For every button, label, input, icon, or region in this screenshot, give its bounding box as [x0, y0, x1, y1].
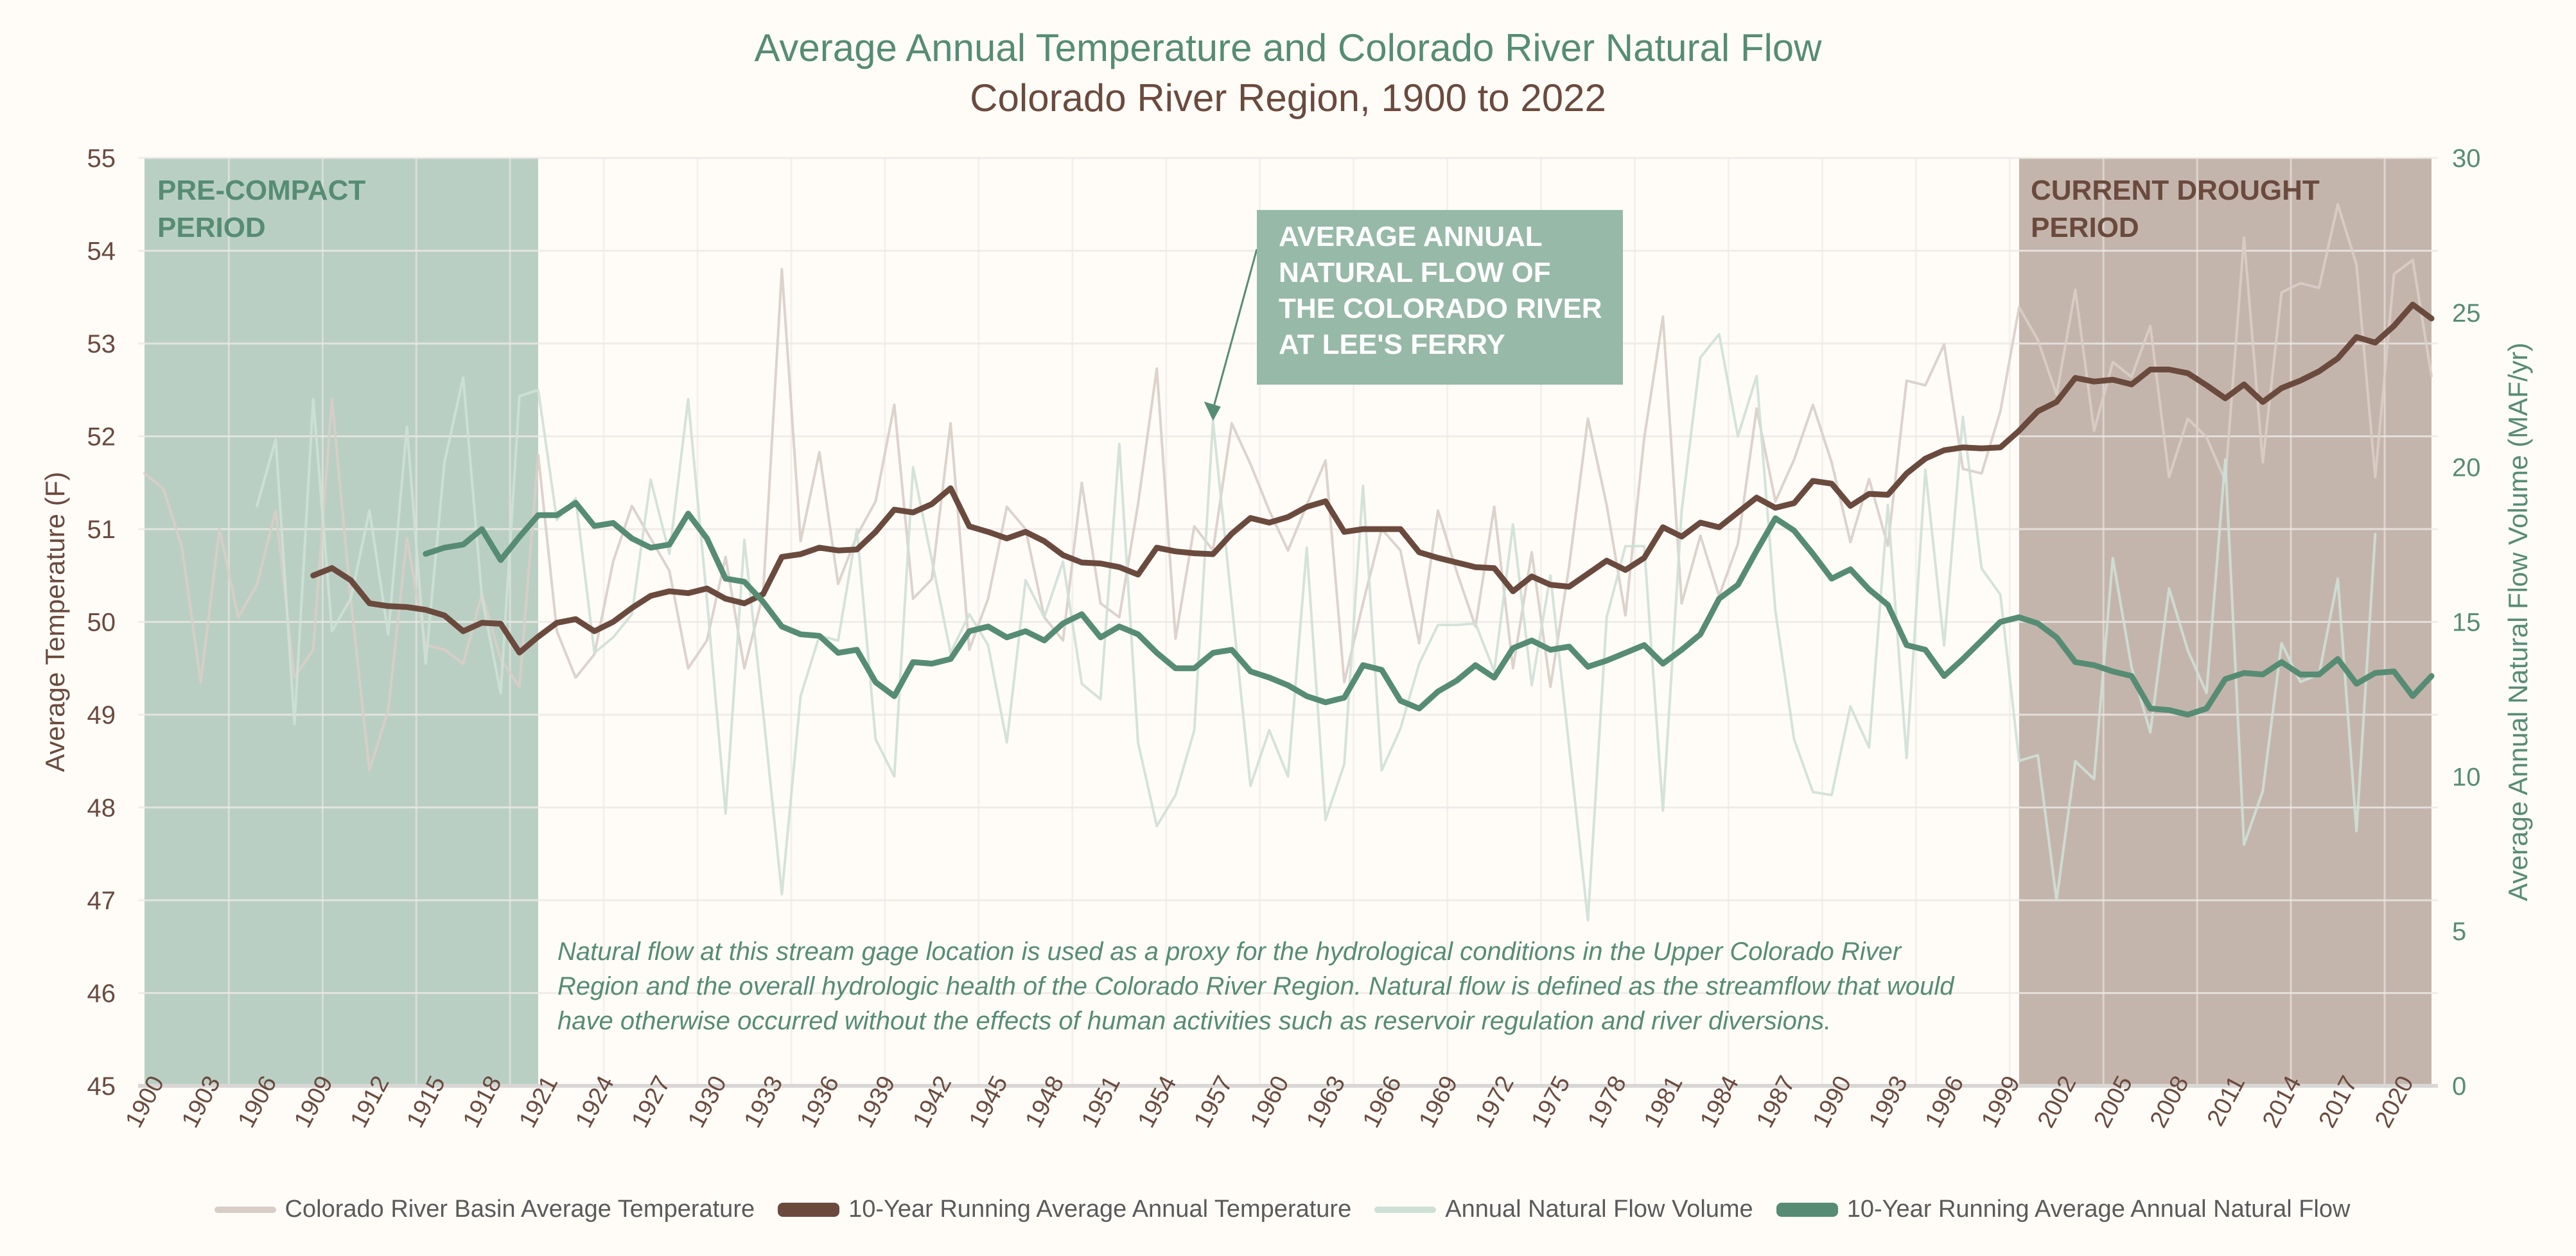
pre-compact-label-line: PERIOD	[157, 212, 266, 243]
y-tick-label-right: 0	[2452, 1072, 2466, 1101]
legend: Colorado River Basin Average Temperature…	[0, 1196, 2576, 1223]
y-tick-label-left: 48	[87, 794, 116, 823]
legend-label: 10-Year Running Average Annual Natural F…	[1846, 1196, 2351, 1223]
y-tick-label-right: 25	[2452, 299, 2481, 327]
legend-swatch	[214, 1206, 276, 1213]
callout-line: THE COLORADO RIVER	[1279, 293, 1602, 324]
chart-title: Average Annual Temperature and Colorado …	[754, 26, 1822, 69]
legend-swatch	[1374, 1206, 1437, 1213]
x-tick-label: 1972	[1470, 1072, 1520, 1132]
y-tick-label-left: 45	[87, 1072, 116, 1101]
y-tick-label-right: 20	[2452, 454, 2481, 482]
x-tick-label: 1987	[1751, 1072, 1801, 1132]
x-tick-label: 1996	[1920, 1072, 1970, 1132]
x-tick-label: 1984	[1695, 1072, 1744, 1132]
legend-swatch	[778, 1202, 840, 1217]
y-tick-label-right: 10	[2452, 763, 2481, 791]
legend-item-temperature-10yr[interactable]: 10-Year Running Average Annual Temperatu…	[778, 1196, 1351, 1223]
current-drought-period-label: CURRENT DROUGHT PERIOD	[2031, 172, 2320, 247]
y-tick-label-left: 51	[87, 516, 116, 544]
x-tick-label: 1963	[1301, 1072, 1351, 1132]
flow-line	[256, 333, 2377, 922]
pre-compact-label-line: PRE-COMPACT	[157, 175, 366, 206]
y-tick-label-right: 5	[2452, 918, 2466, 946]
legend-label: Annual Natural Flow Volume	[1445, 1196, 1753, 1223]
y-tick-label-right: 30	[2452, 144, 2481, 173]
x-tick-label: 1942	[907, 1072, 957, 1132]
x-tick-label: 1900	[121, 1072, 170, 1132]
legend-item-temperature[interactable]: Colorado River Basin Average Temperature	[214, 1196, 755, 1223]
x-tick-label: 1960	[1245, 1072, 1295, 1132]
lees-ferry-callout: AVERAGE ANNUAL NATURAL FLOW OF THE COLOR…	[1257, 210, 1623, 385]
x-tick-label: 1981	[1639, 1072, 1688, 1132]
y-tick-label-right: 15	[2452, 609, 2481, 637]
y-tick-label-left: 54	[87, 238, 116, 266]
y-axis-title-right: Average Annual Natural Flow Volume (MAF/…	[2503, 343, 2533, 902]
x-tick-label: 1930	[683, 1072, 732, 1132]
legend-label: Colorado River Basin Average Temperature	[285, 1196, 755, 1223]
x-tick-label: 1948	[1021, 1072, 1070, 1132]
y-axis-title-left: Average Temperature (F)	[40, 472, 70, 772]
x-tick-label: 1978	[1582, 1072, 1632, 1132]
x-tick-label: 1939	[852, 1072, 901, 1132]
x-tick-label: 1990	[1808, 1072, 1857, 1132]
y-tick-label-left: 46	[87, 980, 116, 1008]
natural-flow-note: Natural flow at this stream gage locatio…	[557, 938, 1954, 1035]
x-tick-label: 1993	[1864, 1072, 1913, 1132]
x-tick-label: 1954	[1133, 1072, 1182, 1132]
callout-line: AVERAGE ANNUAL	[1279, 221, 1543, 252]
y-tick-label-left: 50	[87, 609, 116, 637]
pre-compact-period-label: PRE-COMPACT PERIOD	[157, 172, 365, 247]
y-tick-label-left: 52	[87, 423, 116, 451]
flow-10yr-line	[423, 500, 2435, 718]
temperature-10yr-line	[310, 301, 2435, 656]
x-tick-label: 1999	[1976, 1072, 2026, 1132]
x-tick-label: 1933	[739, 1072, 789, 1132]
y-tick-label-left: 47	[87, 887, 116, 915]
x-tick-label: 1975	[1527, 1072, 1576, 1132]
callout-arrow-head	[1204, 401, 1221, 421]
callout-line: NATURAL FLOW OF	[1279, 257, 1551, 288]
x-tick-label: 1969	[1414, 1072, 1464, 1132]
x-tick-label: 1951	[1076, 1072, 1126, 1132]
x-tick-label: 1945	[964, 1072, 1013, 1132]
legend-item-flow[interactable]: Annual Natural Flow Volume	[1374, 1196, 1753, 1223]
drought-label-line: CURRENT DROUGHT	[2031, 175, 2320, 206]
y-tick-label-left: 49	[87, 701, 116, 729]
legend-swatch	[1776, 1202, 1838, 1217]
x-tick-label: 1936	[795, 1072, 845, 1132]
drought-label-line: PERIOD	[2031, 212, 2139, 243]
callout-line: AT LEE'S FERRY	[1279, 329, 1505, 360]
temperature-line	[143, 203, 2433, 772]
callout-arrow-line	[1212, 249, 1258, 410]
x-tick-label: 1957	[1189, 1072, 1238, 1132]
legend-label: 10-Year Running Average Annual Temperatu…	[848, 1196, 1352, 1223]
y-tick-label-left: 55	[87, 144, 116, 173]
x-tick-label: 1924	[570, 1072, 620, 1132]
x-tick-label: 1966	[1358, 1072, 1407, 1132]
chart-subtitle: Colorado River Region, 1900 to 2022	[970, 76, 1606, 119]
x-tick-label: 1927	[627, 1072, 676, 1132]
y-tick-label-left: 53	[87, 330, 116, 358]
legend-item-flow-10yr[interactable]: 10-Year Running Average Annual Natural F…	[1776, 1196, 2351, 1223]
